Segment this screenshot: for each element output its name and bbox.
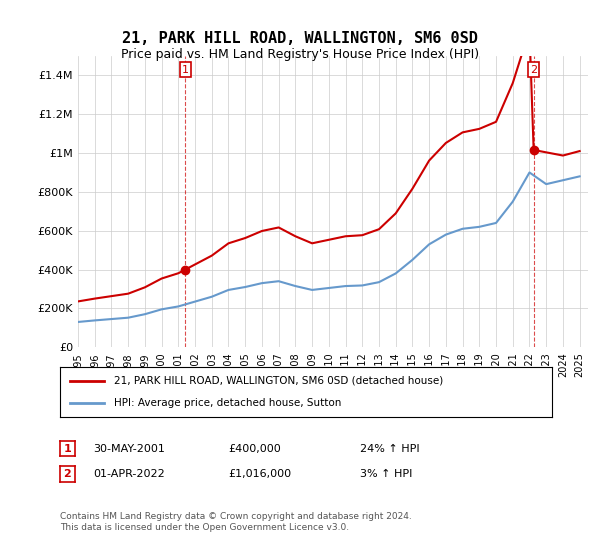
- Text: 2: 2: [64, 469, 71, 479]
- Text: 01-APR-2022: 01-APR-2022: [93, 469, 165, 479]
- Text: 21, PARK HILL ROAD, WALLINGTON, SM6 0SD: 21, PARK HILL ROAD, WALLINGTON, SM6 0SD: [122, 31, 478, 46]
- Text: £1,016,000: £1,016,000: [228, 469, 291, 479]
- Text: HPI: Average price, detached house, Sutton: HPI: Average price, detached house, Sutt…: [114, 398, 341, 408]
- Text: 3% ↑ HPI: 3% ↑ HPI: [360, 469, 412, 479]
- Text: 1: 1: [182, 64, 189, 74]
- Text: Price paid vs. HM Land Registry's House Price Index (HPI): Price paid vs. HM Land Registry's House …: [121, 48, 479, 60]
- Text: £400,000: £400,000: [228, 444, 281, 454]
- Text: 2: 2: [530, 64, 537, 74]
- Text: 24% ↑ HPI: 24% ↑ HPI: [360, 444, 419, 454]
- Text: 21, PARK HILL ROAD, WALLINGTON, SM6 0SD (detached house): 21, PARK HILL ROAD, WALLINGTON, SM6 0SD …: [114, 376, 443, 386]
- Text: 30-MAY-2001: 30-MAY-2001: [93, 444, 165, 454]
- Text: 1: 1: [64, 444, 71, 454]
- Text: Contains HM Land Registry data © Crown copyright and database right 2024.
This d: Contains HM Land Registry data © Crown c…: [60, 512, 412, 532]
